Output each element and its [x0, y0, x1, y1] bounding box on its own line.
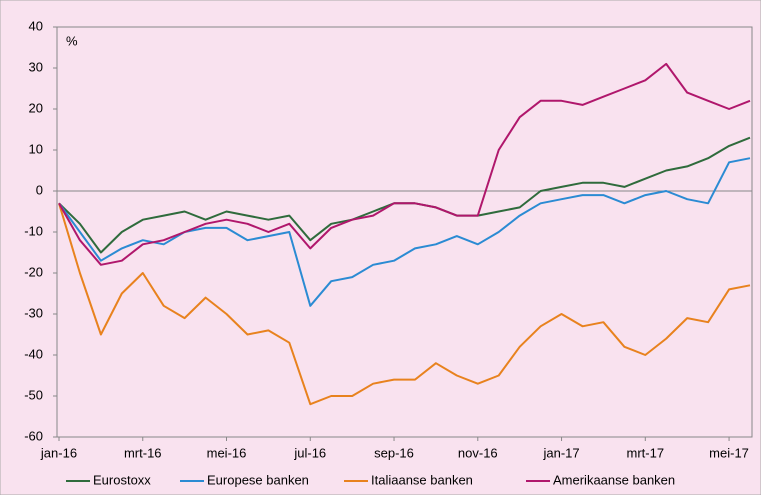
x-tick-label: mrt-17 — [627, 445, 665, 460]
x-tick-label: sep-16 — [374, 445, 414, 460]
y-tick-label: -60 — [24, 428, 43, 443]
x-tick-label: mei-16 — [207, 445, 247, 460]
legend-label: Italiaanse banken — [371, 472, 473, 487]
x-tick-label: jul-16 — [293, 445, 326, 460]
legend-label: Eurostoxx — [93, 472, 151, 487]
y-tick-label: 20 — [29, 100, 43, 115]
y-tick-label: -50 — [24, 387, 43, 402]
legend-label: Europese banken — [207, 472, 309, 487]
series-line — [58, 62, 751, 266]
series-line — [58, 157, 751, 307]
legend-label: Amerikaanse banken — [553, 472, 675, 487]
x-tick-label: mei-17 — [709, 445, 749, 460]
y-tick-label: -40 — [24, 346, 43, 361]
unit-label: % — [66, 33, 78, 48]
y-tick-label: -10 — [24, 223, 43, 238]
y-tick-label: -20 — [24, 264, 43, 279]
x-tick-label: jan-17 — [542, 445, 579, 460]
y-tick-label: 30 — [29, 59, 43, 74]
series-line — [58, 203, 751, 406]
y-tick-label: 40 — [29, 18, 43, 33]
x-tick-label: mrt-16 — [124, 445, 162, 460]
y-tick-label: 10 — [29, 141, 43, 156]
x-tick-label: jan-16 — [40, 445, 77, 460]
x-tick-label: nov-16 — [458, 445, 498, 460]
y-tick-label: -30 — [24, 305, 43, 320]
y-tick-label: 0 — [36, 182, 43, 197]
